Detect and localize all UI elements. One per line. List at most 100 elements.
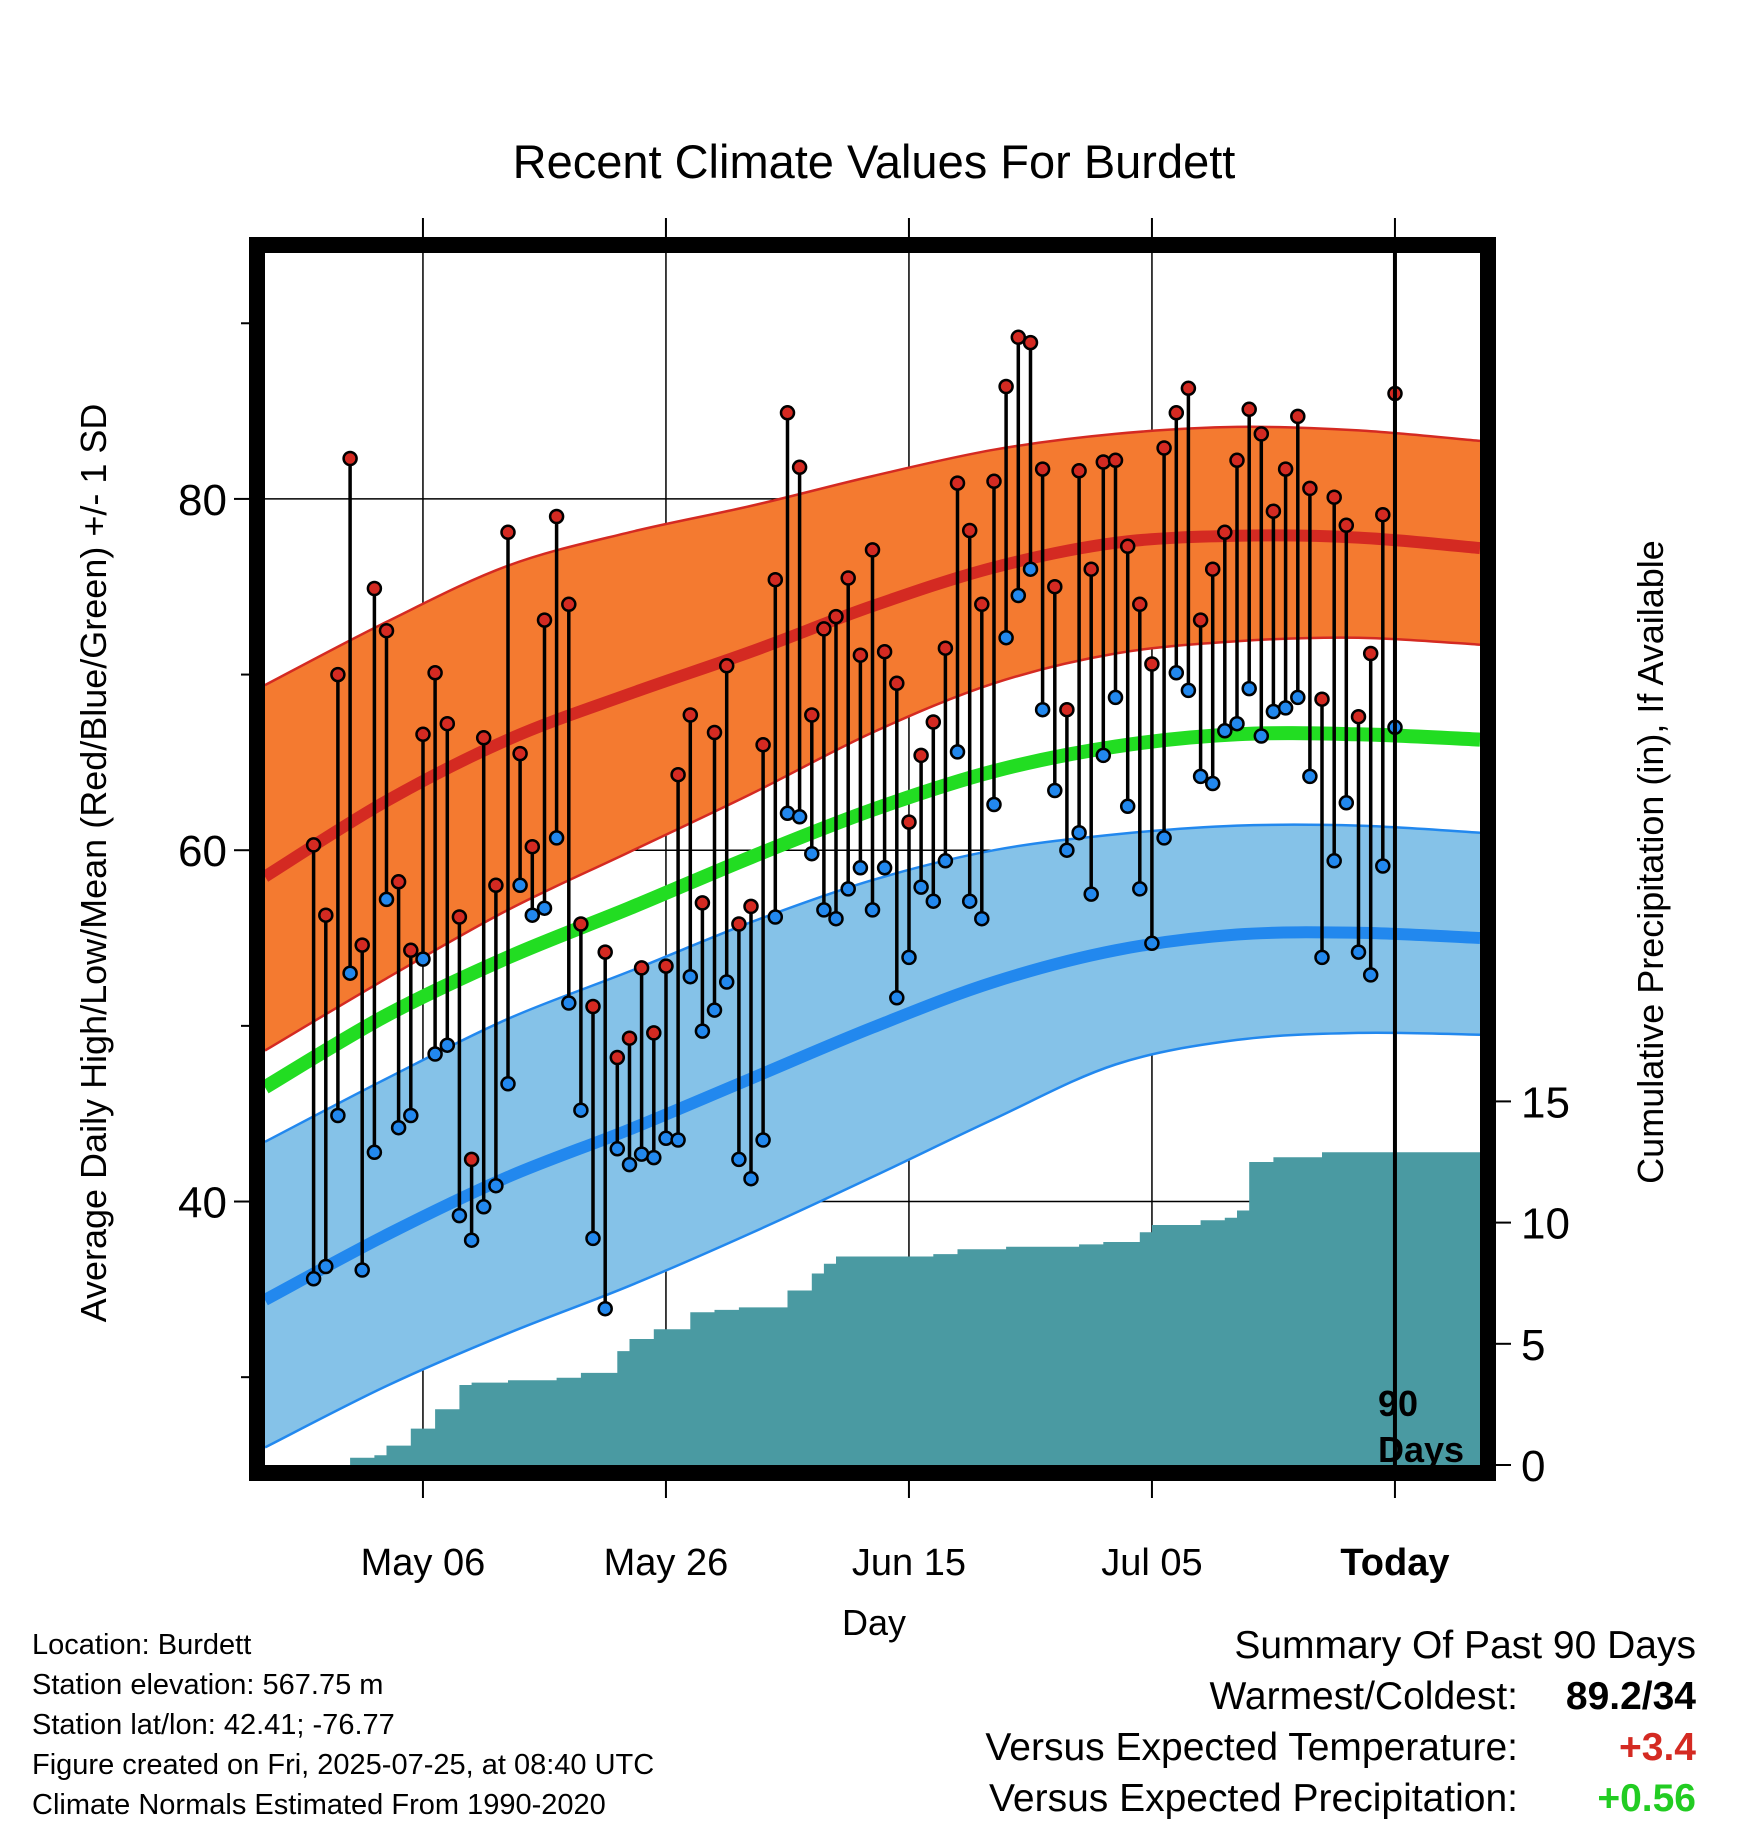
daily-high-point-68 bbox=[1132, 596, 1148, 613]
x-tick-label-0: May 06 bbox=[361, 1542, 486, 1584]
y-tick-label-2: 80 bbox=[178, 476, 227, 525]
daily-high-point-24 bbox=[597, 944, 613, 960]
daily-low-point-33 bbox=[706, 1002, 723, 1018]
x-tick-label-4: Today bbox=[1340, 1542, 1449, 1584]
daily-high-point-88 bbox=[1375, 506, 1391, 523]
daily-low-point-26 bbox=[621, 1156, 638, 1173]
high-band-upper-edge bbox=[264, 425, 1481, 687]
daily-low-point-58 bbox=[1010, 587, 1027, 604]
daily-high-point-37 bbox=[755, 737, 771, 753]
daily-high-point-81 bbox=[1290, 408, 1306, 425]
daily-low-point-32 bbox=[694, 1023, 711, 1039]
daily-high-point-40 bbox=[791, 459, 808, 476]
daily-high-point-78 bbox=[1253, 426, 1270, 442]
today-days-label-line2: Days bbox=[1378, 1429, 1464, 1470]
daily-low-point-72 bbox=[1180, 682, 1197, 699]
daily-high-point-17 bbox=[512, 745, 528, 762]
daily-low-point-6 bbox=[378, 891, 395, 908]
daily-low-point-70 bbox=[1156, 830, 1172, 846]
daily-low-point-74 bbox=[1204, 775, 1221, 792]
daily-low-point-4 bbox=[354, 1262, 370, 1278]
daily-low-point-19 bbox=[536, 900, 553, 916]
daily-high-point-29 bbox=[658, 958, 674, 974]
daily-low-point-71 bbox=[1168, 665, 1185, 681]
daily-high-point-76 bbox=[1229, 452, 1245, 469]
daily-high-point-13 bbox=[463, 1151, 480, 1168]
daily-low-point-63 bbox=[1071, 824, 1087, 841]
daily-low-point-80 bbox=[1277, 700, 1294, 716]
daily-low-point-42 bbox=[816, 902, 832, 918]
daily-low-point-45 bbox=[852, 860, 869, 876]
daily-low-point-64 bbox=[1083, 886, 1099, 902]
daily-high-point-59 bbox=[1022, 334, 1039, 351]
summary-panel: Summary Of Past 90 Days Warmest/Coldest:… bbox=[985, 1620, 1696, 1824]
daily-high-point-56 bbox=[986, 473, 1002, 490]
daily-low-point-69 bbox=[1144, 935, 1160, 952]
daily-high-point-83 bbox=[1314, 691, 1330, 707]
daily-values bbox=[305, 253, 1403, 1465]
daily-high-point-44 bbox=[840, 570, 856, 586]
daily-high-point-11 bbox=[439, 715, 456, 732]
daily-low-point-11 bbox=[439, 1037, 456, 1053]
daily-low-point-49 bbox=[901, 949, 917, 966]
daily-low-point-36 bbox=[743, 1170, 759, 1187]
daily-low-point-68 bbox=[1132, 881, 1148, 897]
daily-low-point-52 bbox=[937, 853, 954, 869]
daily-low-point-10 bbox=[427, 1046, 443, 1062]
daily-high-point-57 bbox=[998, 378, 1014, 395]
daily-high-point-71 bbox=[1168, 405, 1185, 421]
daily-high-point-5 bbox=[366, 580, 383, 597]
daily-high-point-41 bbox=[804, 707, 820, 723]
daily-low-point-75 bbox=[1217, 723, 1233, 739]
daily-low-point-51 bbox=[925, 893, 942, 909]
daily-low-point-34 bbox=[718, 974, 735, 990]
daily-low-point-86 bbox=[1350, 944, 1367, 960]
daily-high-point-52 bbox=[937, 640, 954, 656]
daily-low-point-28 bbox=[646, 1149, 662, 1166]
daily-low-point-84 bbox=[1326, 853, 1342, 869]
daily-low-point-83 bbox=[1314, 949, 1330, 966]
y-tick-label-0: 40 bbox=[178, 1179, 227, 1228]
y2-tick-label-0: 0 bbox=[1521, 1442, 1545, 1491]
daily-high-point-87 bbox=[1362, 645, 1379, 662]
daily-low-point-78 bbox=[1253, 728, 1270, 744]
daily-low-point-5 bbox=[366, 1144, 383, 1161]
daily-low-point-48 bbox=[889, 990, 905, 1006]
daily-low-point-31 bbox=[682, 968, 699, 985]
summary-heading: Summary Of Past 90 Days bbox=[1234, 1624, 1696, 1667]
x-axis-label: Day bbox=[842, 1602, 906, 1643]
daily-high-point-60 bbox=[1034, 461, 1051, 477]
daily-low-point-57 bbox=[998, 629, 1014, 646]
daily-high-point-65 bbox=[1095, 454, 1112, 470]
daily-low-point-66 bbox=[1107, 689, 1124, 706]
daily-high-point-2 bbox=[330, 666, 346, 683]
x-tick-label-2: Jun 15 bbox=[852, 1542, 966, 1584]
daily-high-point-51 bbox=[925, 714, 942, 730]
chart-title: Recent Climate Values For Burdett bbox=[513, 135, 1236, 188]
daily-high-point-85 bbox=[1338, 517, 1355, 534]
daily-low-point-40 bbox=[791, 809, 808, 825]
daily-high-point-69 bbox=[1144, 656, 1160, 672]
daily-high-point-75 bbox=[1217, 524, 1233, 541]
daily-high-point-45 bbox=[852, 647, 869, 663]
daily-low-point-22 bbox=[573, 1102, 589, 1118]
daily-high-point-16 bbox=[500, 524, 516, 541]
daily-high-point-58 bbox=[1010, 329, 1027, 346]
daily-low-point-2 bbox=[330, 1107, 346, 1124]
daily-low-point-61 bbox=[1047, 782, 1063, 799]
daily-low-point-30 bbox=[670, 1132, 686, 1148]
elevation-text: Station elevation: 567.75 m bbox=[32, 1669, 384, 1701]
daily-high-point-50 bbox=[913, 747, 929, 764]
daily-low-point-44 bbox=[840, 881, 856, 897]
daily-low-point-38 bbox=[767, 909, 784, 925]
daily-high-point-66 bbox=[1107, 452, 1124, 469]
daily-high-point-72 bbox=[1180, 380, 1197, 397]
daily-high-point-64 bbox=[1083, 561, 1099, 577]
daily-low-point-88 bbox=[1375, 858, 1391, 874]
precip-departure-label: Versus Expected Precipitation: bbox=[989, 1777, 1518, 1820]
daily-high-point-31 bbox=[682, 707, 699, 723]
daily-low-point-62 bbox=[1059, 842, 1075, 858]
axes: 40 60 80 0 5 10 15 May 06 May 26 Jun 15 Jul 05 Toda… bbox=[178, 218, 1570, 1584]
daily-high-point-36 bbox=[743, 898, 759, 915]
